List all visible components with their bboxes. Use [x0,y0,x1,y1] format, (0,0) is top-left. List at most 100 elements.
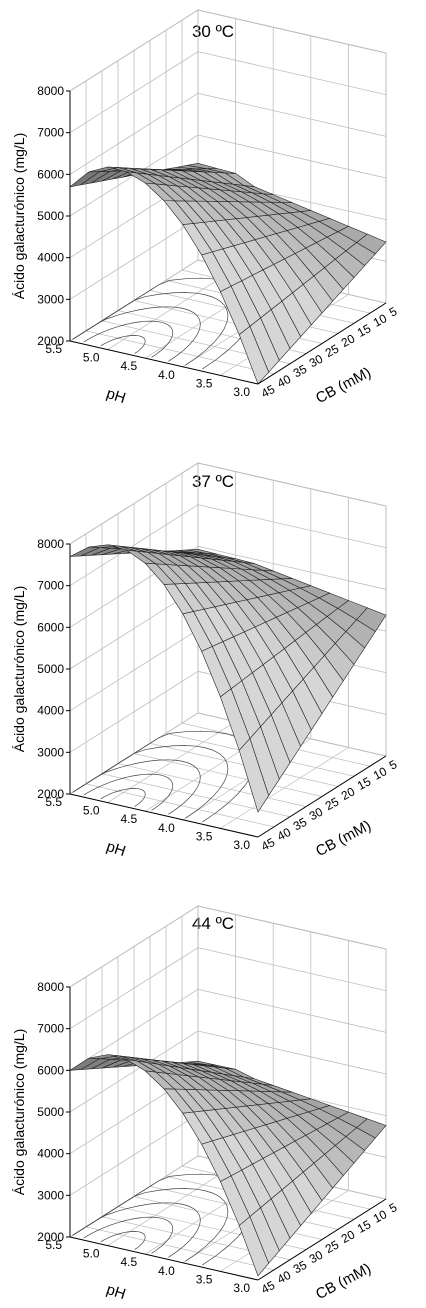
ph-tick-label: 3.5 [196,376,213,390]
z-gridline [69,9,387,92]
cb-tick-label: 20 [339,331,358,350]
z-gridline [69,988,387,1071]
cb-axis-title: CB (mM) [313,817,374,860]
floor-gridline [85,783,275,828]
cb-tick-label: 30 [307,804,326,823]
floor-contour [72,1202,201,1258]
cb-tick-label: 5 [387,757,400,773]
z-tick-label: 4000 [37,251,64,265]
floor-contour [83,1216,174,1254]
plot-area: 2000 3000 4000 5000 6000 7000 8000 3.0 3.5 4.0 4.5… [11,9,400,407]
plot-area: 2000 3000 4000 5000 6000 7000 8000 3.0 3.5 4.0 4.5… [11,462,400,860]
z-tick-label: 8000 [37,84,64,98]
ph-tick-label: 3.5 [196,829,213,843]
ph-tick-label: 4.0 [158,368,175,382]
cb-tick-label: 35 [291,815,310,834]
surface-plot-44c: 2000 3000 4000 5000 6000 7000 8000 3.0 3.5 4.0 4.5… [11,905,400,1303]
chart-title: 30 ºC [191,22,235,41]
surface-cell [69,1057,101,1071]
chart-title: 44 ºC [191,914,235,933]
z-axis-title: Ácido galacturónico (mg/L) [11,133,27,300]
cb-tick-label: 10 [371,311,390,330]
floor-contour [72,730,256,823]
z-tick-label: 2000 [37,787,64,801]
ph-axis-title: pH [104,1281,128,1303]
ph-tick-label: 3.0 [233,838,250,852]
z-tick-label: 7000 [37,126,64,140]
chart-panel-44c: 44 ºC 2000 3000 4000 5000 6000 7000 8000 3.0 3.5… [0,872,426,1308]
cb-axis-title: CB (mM) [313,1260,374,1303]
ph-tick-label: 4.0 [158,821,175,835]
cb-tick-label: 30 [307,351,326,370]
chart-panel-37c: 37 ºC 2000 3000 4000 5000 6000 7000 8000 3.0 3.5… [0,436,426,872]
z-tick-label: 8000 [37,537,64,551]
cb-tick-label: 15 [355,321,374,340]
ph-tick-label: 4.0 [158,1264,175,1278]
cb-tick-label: 40 [275,825,294,844]
cb-tick-label: 15 [355,774,374,793]
cb-tick-label: 35 [291,1258,310,1277]
chart-panel-30c: 30 ºC 2000 3000 4000 5000 6000 7000 8000 3.0 3.5… [0,0,426,436]
cb-tick-label: 45 [259,835,278,854]
floor-contour [72,306,201,362]
z-tick-label: 3000 [37,745,64,759]
ph-tick-label: 5.5 [45,1238,62,1252]
z-gridline [69,134,387,217]
cb-tick-label: 20 [339,1227,358,1246]
surface-plot-30c: 2000 3000 4000 5000 6000 7000 8000 3.0 3.5 4.0 4.5… [11,9,400,407]
cb-tick-label: 20 [339,784,358,803]
cb-tick-label: 25 [323,341,342,360]
floor-gridline [117,763,307,807]
cb-axis-line [257,1198,387,1281]
ph-tick-label: 5.5 [45,795,62,809]
chart-title: 37 ºC [191,472,235,491]
z-gridline [69,92,387,175]
z-tick-label: 6000 [37,1063,64,1077]
floor-contour [72,759,201,815]
z-tick-label: 2000 [37,334,64,348]
z-gridline [69,1030,387,1113]
z-axis-title: Ácido galacturónico (mg/L) [11,1029,27,1196]
ph-tick-label: 4.5 [121,359,138,373]
ph-tick-label: 5.0 [83,351,100,365]
floor-contour [100,1231,146,1250]
plot-area: 2000 3000 4000 5000 6000 7000 8000 3.0 3.5 4.0 4.5… [11,905,400,1303]
ph-tick-label: 5.0 [83,804,100,818]
cb-axis-title: CB (mM) [313,364,374,407]
ph-axis-line [69,340,259,385]
ph-tick-label: 4.5 [121,1255,138,1269]
ph-axis-line [69,1236,259,1281]
cb-tick-label: 45 [259,382,278,401]
ph-tick-label: 5.0 [83,1247,100,1261]
z-gridline [69,462,387,545]
z-tick-label: 2000 [37,1230,64,1244]
z-tick-label: 4000 [37,704,64,718]
z-tick-label: 4000 [37,1147,64,1161]
cb-tick-label: 45 [259,1278,278,1297]
z-tick-label: 5000 [37,1105,64,1119]
ph-tick-label: 4.5 [121,812,138,826]
cb-tick-label: 25 [323,794,342,813]
floor-contour [100,788,146,807]
z-tick-label: 5000 [37,209,64,223]
cb-tick-label: 10 [371,1207,390,1226]
floor-contour [83,773,174,811]
floor-contour [100,335,146,354]
ph-tick-label: 3.5 [196,1272,213,1286]
floor-gridline [133,753,323,797]
cb-tick-label: 40 [275,1268,294,1287]
floor-contour [83,320,174,358]
cb-tick-label: 25 [323,1237,342,1256]
z-tick-label: 5000 [37,662,64,676]
cb-tick-label: 40 [275,372,294,391]
surface-plot-37c: 2000 3000 4000 5000 6000 7000 8000 3.0 3.5 4.0 4.5… [11,462,400,860]
ph-axis-title: pH [104,385,128,407]
ph-axis-line [69,793,259,838]
z-tick-label: 6000 [37,167,64,181]
z-tick-label: 3000 [37,1188,64,1202]
cb-tick-label: 15 [355,1217,374,1236]
z-tick-label: 8000 [37,980,64,994]
z-tick-label: 7000 [37,579,64,593]
surface-cell [69,546,100,557]
z-gridline [69,504,387,587]
